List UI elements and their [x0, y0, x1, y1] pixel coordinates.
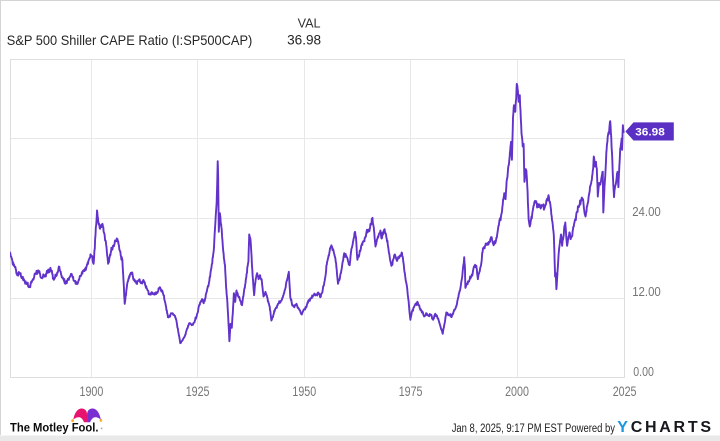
- svg-text:The Motley Fool.: The Motley Fool.: [10, 420, 99, 434]
- svg-text:Jan 8, 2025, 9:17 PM EST Power: Jan 8, 2025, 9:17 PM EST Powered by: [452, 423, 615, 435]
- svg-text:1950: 1950: [292, 383, 316, 399]
- svg-text:36.98: 36.98: [287, 31, 321, 47]
- svg-text:2025: 2025: [613, 383, 637, 399]
- svg-text:1925: 1925: [186, 383, 210, 399]
- svg-text:S&P 500 Shiller CAPE Ratio (I:: S&P 500 Shiller CAPE Ratio (I:SP500CAP): [7, 32, 253, 48]
- svg-text:1975: 1975: [399, 383, 423, 399]
- svg-text:36.98: 36.98: [635, 127, 665, 139]
- svg-text:24.00: 24.00: [632, 205, 661, 219]
- svg-text:12.00: 12.00: [632, 285, 661, 299]
- svg-text:0.00: 0.00: [633, 365, 654, 379]
- svg-text:2000: 2000: [505, 383, 529, 399]
- svg-text:VAL: VAL: [298, 15, 321, 30]
- svg-text:1900: 1900: [80, 383, 104, 399]
